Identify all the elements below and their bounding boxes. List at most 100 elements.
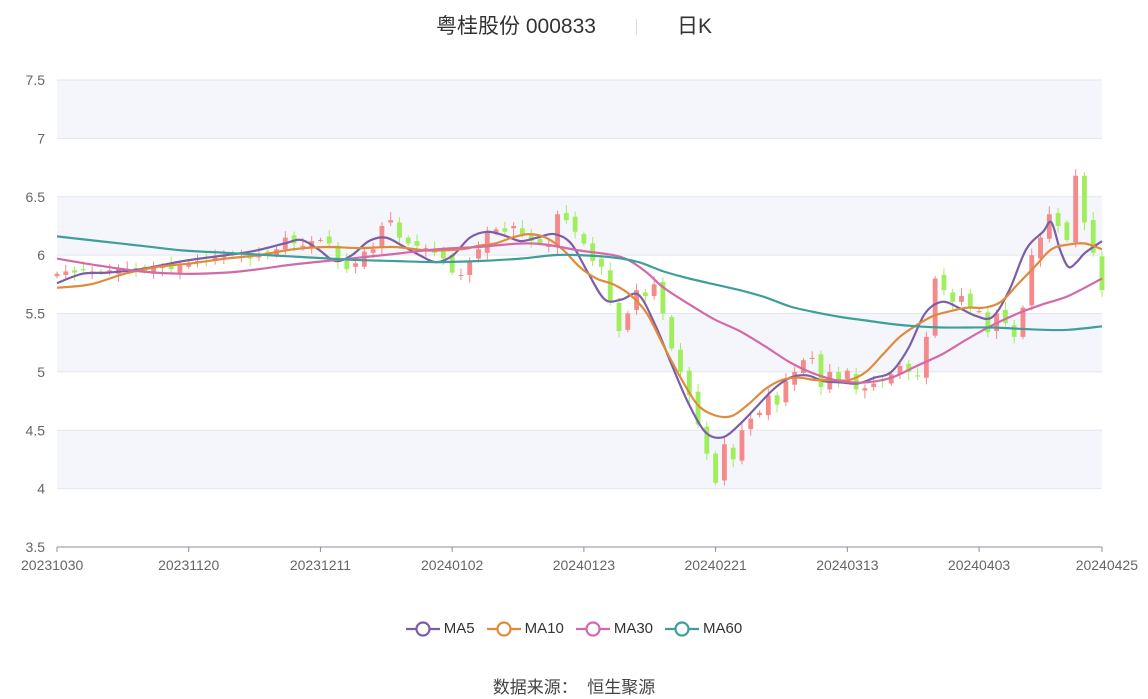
candle-body <box>651 284 657 296</box>
candle-body <box>959 295 964 302</box>
legend-marker-icon <box>575 620 610 637</box>
candle-body <box>1099 256 1105 291</box>
candle-body <box>1082 175 1087 223</box>
candle-body <box>748 418 754 430</box>
candle-body <box>528 234 534 242</box>
candle-body <box>686 370 692 396</box>
y-tick-label: 4.5 <box>26 422 46 438</box>
y-tick-label: 5 <box>37 364 45 380</box>
grid-band <box>57 196 1102 256</box>
candle-body <box>247 257 253 259</box>
candle-body <box>809 357 815 360</box>
candle-body <box>318 239 323 241</box>
candle-body <box>660 281 666 314</box>
legend-item-ma10[interactable]: MA10 <box>486 620 564 637</box>
candle-body <box>1011 325 1017 337</box>
candle-body <box>1064 222 1070 240</box>
y-tick-label: 6 <box>37 247 45 263</box>
candle-body <box>774 395 780 405</box>
candle-body <box>923 336 929 378</box>
legend-label: MA30 <box>613 620 654 637</box>
candlestick-chart: 3.544.555.566.577.5 20231030 20231120 2023… <box>21 72 1139 573</box>
candle-body <box>757 412 762 416</box>
candle-body <box>941 274 947 291</box>
candle-body <box>897 366 903 375</box>
legend-label: MA60 <box>703 620 743 637</box>
legend: MA5 MA10 MA30 MA60 <box>0 620 1148 641</box>
candle-body <box>1073 175 1079 243</box>
candle-body <box>915 375 921 377</box>
candle-body <box>642 292 648 296</box>
source-provider: 恒生聚源 <box>587 678 656 697</box>
candle-body <box>405 237 411 244</box>
candle-body <box>467 260 473 275</box>
candle-body <box>265 251 271 253</box>
x-tick-label: 20231211 <box>290 557 351 573</box>
candle-body <box>335 245 341 261</box>
candle-body <box>177 265 183 273</box>
legend-label: MA10 <box>524 620 564 637</box>
candle-body <box>739 430 745 461</box>
candle-body <box>950 292 956 302</box>
candle-body <box>906 363 912 372</box>
y-tick-label: 6.5 <box>26 189 46 205</box>
candle-body <box>721 444 727 481</box>
stock-title: 粤桂股份 000833 <box>436 15 596 38</box>
candle-body <box>836 371 841 382</box>
candle-body <box>107 270 113 272</box>
candle-body <box>440 251 446 259</box>
x-axis: 20231030 20231120 20231211 20240102 20240123… <box>21 546 1139 573</box>
candle-body <box>256 255 262 258</box>
ma-line-ma10 <box>56 232 1103 419</box>
candle-body <box>616 302 622 332</box>
candle-body <box>54 273 60 277</box>
data-source: 数据来源： 恒生聚源 <box>0 673 1148 698</box>
y-tick-label: 5.5 <box>26 306 46 322</box>
candle-body <box>1090 220 1096 253</box>
grid-band <box>57 430 1102 489</box>
candle-body <box>783 381 789 403</box>
candle-body <box>151 267 157 274</box>
x-tick-label: 20240123 <box>553 557 616 573</box>
ma-line-ma60 <box>56 235 1103 332</box>
candle-body <box>581 234 587 244</box>
candle-body <box>493 229 499 233</box>
x-tick-label: 20240313 <box>816 557 879 573</box>
legend-item-ma5[interactable]: MA5 <box>405 620 475 637</box>
grid-band <box>57 80 1102 139</box>
legend-marker-icon <box>486 620 521 637</box>
legend-marker-icon <box>665 620 700 637</box>
candle-body <box>537 238 543 244</box>
candle-body <box>458 274 464 276</box>
candle-body <box>818 354 824 388</box>
x-tick-label: 20231120 <box>158 557 219 573</box>
y-tick-label: 4 <box>37 481 45 497</box>
x-tick-label: 20240425 <box>1076 557 1139 573</box>
x-tick-label: 20240221 <box>684 557 747 573</box>
candle-body <box>713 453 719 483</box>
candle-body <box>414 241 420 246</box>
candle-body <box>599 258 604 267</box>
candle-body <box>449 255 455 273</box>
legend-item-ma30[interactable]: MA30 <box>575 620 654 637</box>
candle-body <box>1055 213 1061 226</box>
candle-body <box>985 312 991 333</box>
candle-body <box>353 263 358 267</box>
candle-body <box>300 245 306 247</box>
candle-body <box>476 249 481 259</box>
candle-body <box>484 231 490 253</box>
candle-body <box>695 391 701 425</box>
candle-body <box>159 266 165 268</box>
candle-body <box>63 271 69 275</box>
x-tick-label: 20231030 <box>21 557 84 573</box>
candle-body <box>871 383 877 388</box>
candle-body <box>511 225 517 229</box>
candle-body <box>186 263 192 267</box>
y-axis: 3.5 4 4.5 5 5.5 6 6.5 7 7.5 <box>26 72 46 555</box>
candle-body <box>502 228 508 232</box>
candle-body <box>555 214 560 247</box>
candle-body <box>168 264 174 270</box>
legend-item-ma60[interactable]: MA60 <box>665 620 742 637</box>
ma-lines <box>56 220 1103 439</box>
period-label: 日K <box>676 15 712 38</box>
